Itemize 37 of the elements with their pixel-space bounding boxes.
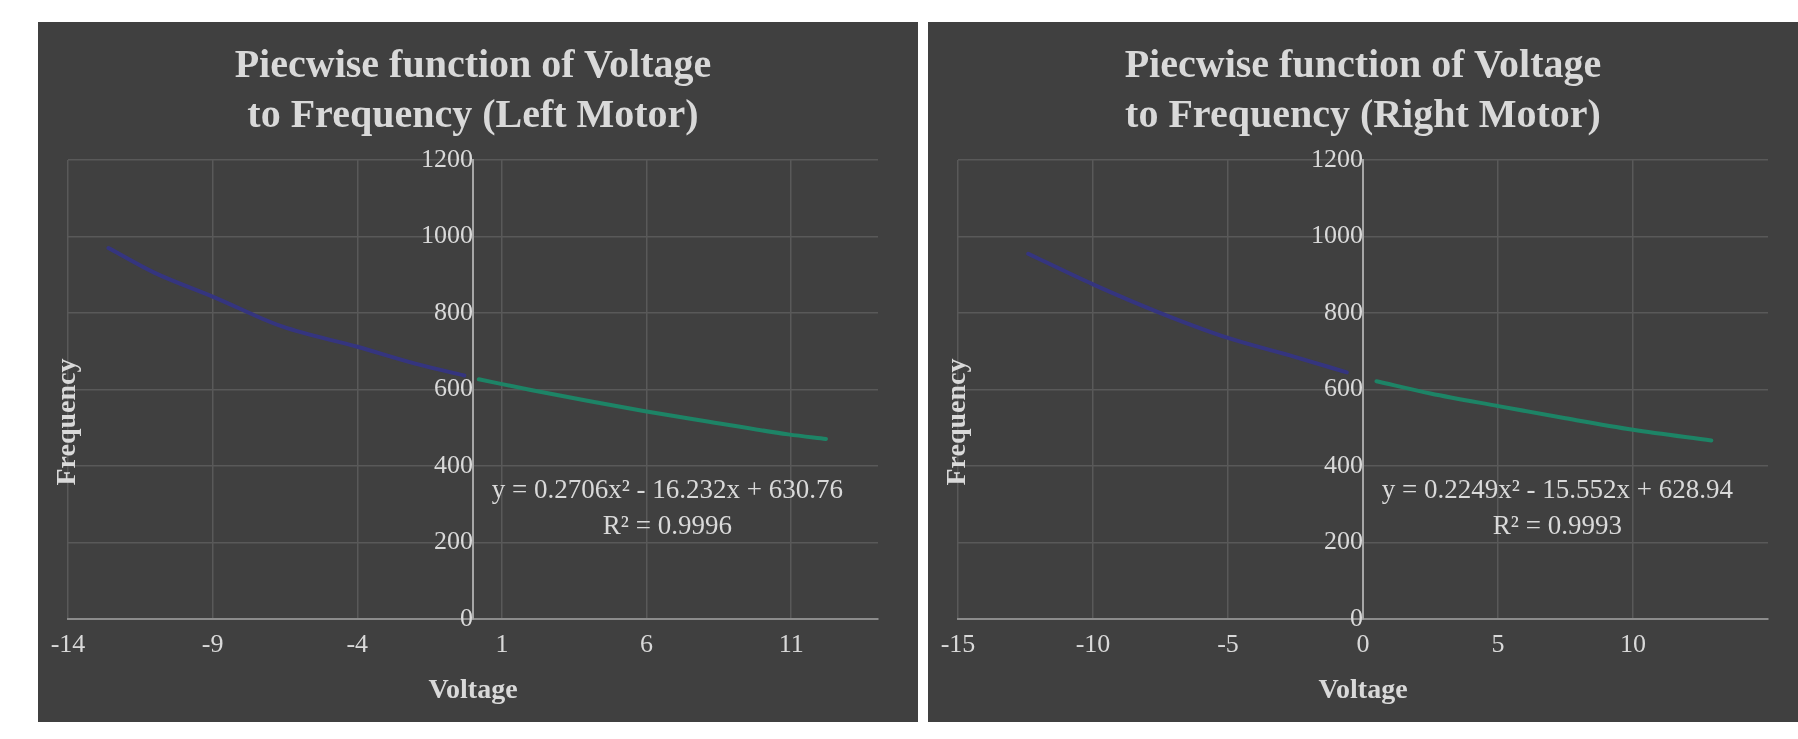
line-series: [1374, 379, 1714, 443]
x-tick-label: 10: [1620, 628, 1646, 658]
y-axis-title: Frequency: [50, 358, 82, 486]
chart-title: Piecwise function of Voltage to Frequency (Left Motor): [234, 41, 712, 137]
x-tick-label: 11: [778, 628, 804, 658]
x-tick-label: -10: [1075, 628, 1111, 658]
x-axis-title: Voltage: [1318, 673, 1408, 705]
y-tick-label: 600: [434, 373, 473, 403]
y-tick-label: 0: [460, 603, 473, 633]
y-axis-title: Frequency: [940, 358, 972, 486]
x-tick-label: -4: [346, 628, 369, 658]
x-tick-label: -14: [50, 628, 86, 658]
x-tick-label: -15: [940, 628, 976, 658]
annotation: y = 0.2706x² - 16.232x + 630.76: [491, 473, 844, 504]
y-tick-label: 800: [1324, 296, 1363, 326]
line-series: [476, 377, 828, 441]
y-tick-label: 400: [1324, 449, 1363, 479]
y-tick-label: 600: [1324, 373, 1363, 403]
annotation: R² = 0.9996: [602, 509, 732, 540]
y-tick-label: 1000: [421, 220, 473, 250]
x-axis-title: Voltage: [428, 673, 518, 705]
x-tick-label: -5: [1217, 628, 1239, 658]
chart-title: Piecwise function of Voltage to Frequency (Right Motor): [1124, 41, 1602, 137]
y-tick-label: 200: [1324, 526, 1363, 556]
x-tick-label: 5: [1491, 628, 1505, 658]
y-tick-label: 1200: [1311, 143, 1363, 173]
annotation: R² = 0.9993: [1492, 509, 1622, 540]
y-tick-label: 1000: [1311, 220, 1363, 250]
x-tick-label: 6: [640, 628, 654, 658]
y-tick-label: 800: [434, 296, 473, 326]
y-tick-label: 400: [434, 449, 473, 479]
y-tick-label: 0: [1350, 603, 1363, 633]
annotation: y = 0.2249x² - 15.552x + 628.94: [1381, 473, 1734, 504]
y-tick-label: 200: [434, 526, 473, 556]
x-tick-label: -9: [201, 628, 224, 658]
x-tick-label: 1: [495, 628, 509, 658]
y-tick-label: 1200: [421, 143, 473, 173]
